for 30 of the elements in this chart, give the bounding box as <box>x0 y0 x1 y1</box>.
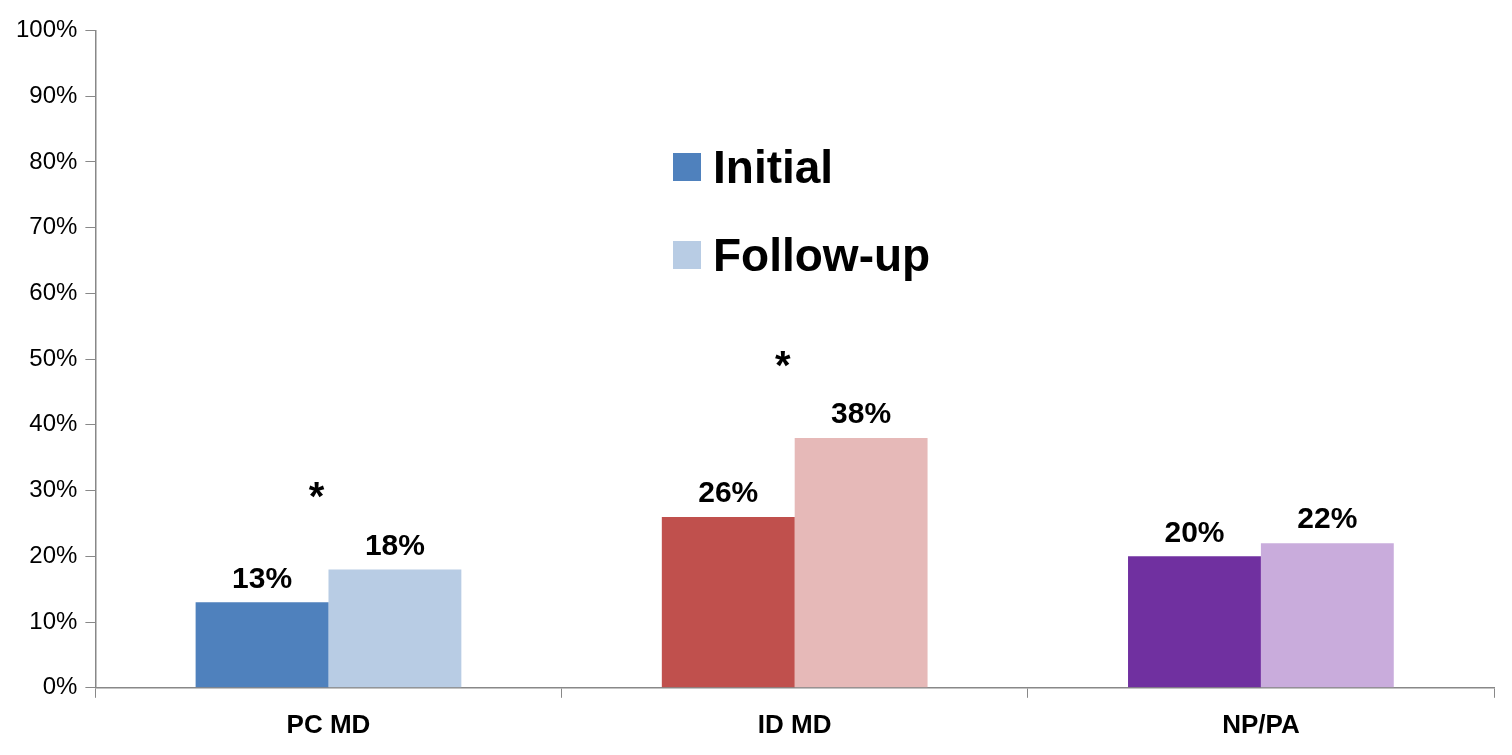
bar <box>661 516 795 688</box>
y-tick-label: 60% <box>29 277 78 305</box>
bar <box>1260 543 1394 688</box>
x-tick-label: ID MD <box>757 708 832 739</box>
data-label: 38% <box>831 396 892 430</box>
y-tick-label: 20% <box>29 540 78 568</box>
y-tick-label: 30% <box>29 475 78 503</box>
y-tick-label: 40% <box>29 409 78 437</box>
y-tick-label: 50% <box>29 343 78 371</box>
annotation: * <box>774 343 791 388</box>
data-label: 22% <box>1297 501 1358 535</box>
x-tick-label: PC MD <box>286 708 371 739</box>
y-tick-label: 10% <box>29 606 78 634</box>
y-tick-label: 0% <box>42 672 78 700</box>
data-label: 26% <box>698 475 759 509</box>
bar <box>1128 556 1261 688</box>
bar <box>195 602 329 688</box>
y-tick-label: 70% <box>29 212 78 240</box>
data-label: 20% <box>1164 514 1225 548</box>
legend-label: Initial <box>713 140 834 194</box>
data-label: 18% <box>364 527 425 561</box>
legend-label: Follow-up <box>713 228 931 282</box>
bar <box>794 437 928 688</box>
data-label: 13% <box>232 560 293 594</box>
y-tick-label: 80% <box>29 146 78 174</box>
x-tick-label: NP/PA <box>1222 708 1300 739</box>
y-tick-label: 90% <box>29 80 78 108</box>
bar <box>328 569 462 688</box>
y-tick-label: 100% <box>15 15 78 43</box>
annotation: * <box>308 474 325 519</box>
